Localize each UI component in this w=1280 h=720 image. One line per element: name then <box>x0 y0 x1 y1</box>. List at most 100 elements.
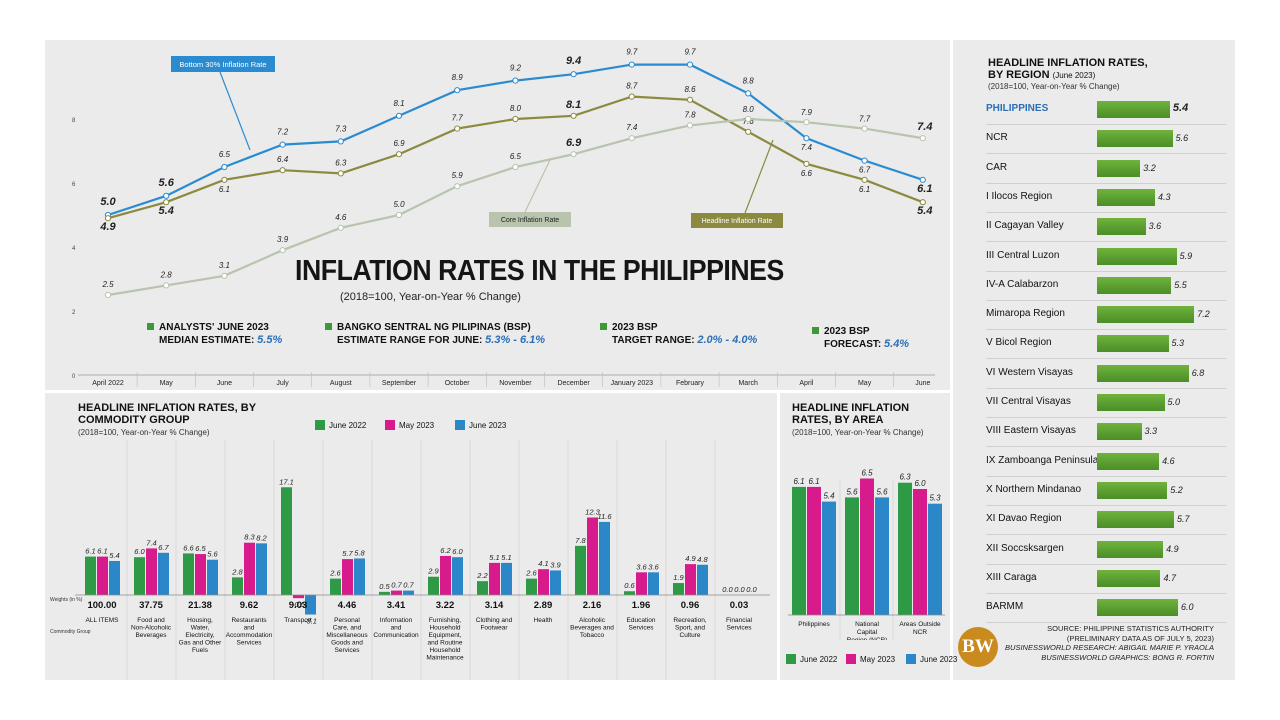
region-bar <box>1097 364 1189 382</box>
weight-value: 2.89 <box>534 600 553 611</box>
category-label: Furnishing, <box>429 617 461 624</box>
bar <box>428 576 439 595</box>
bar-label: 0.7 <box>391 581 402 590</box>
data-point <box>745 128 752 135</box>
category-label: Capital <box>857 629 878 636</box>
region-label: II Cagayan Valley <box>986 220 1064 232</box>
bar <box>624 591 635 595</box>
callout-label: Core Inflation Rate <box>501 217 559 224</box>
region-row: PHILIPPINES 5.4 <box>986 95 1226 125</box>
estimate-forecast: 2023 BSP FORECAST: 5.4% <box>812 325 909 351</box>
region-row: Mimaropa Region 7.2 <box>986 300 1226 331</box>
bar <box>860 478 874 615</box>
region-label: III Central Luzon <box>986 249 1060 261</box>
green-square-icon <box>600 323 607 330</box>
data-label: 7.7 <box>859 115 871 124</box>
data-label: 7.4 <box>626 123 638 132</box>
weight-value: 0.03 <box>730 600 749 611</box>
category-label: Fuels <box>192 647 209 654</box>
weight-value: 3.41 <box>387 600 406 611</box>
area-subtitle: (2018=100, Year-on-Year % Change) <box>792 428 924 437</box>
y-tick-label: 2 <box>72 310 76 316</box>
commodity-legend-june2023: June 2023 <box>455 420 506 430</box>
region-row: III Central Luzon 5.9 <box>986 242 1226 272</box>
region-label: XI Davao Region <box>986 513 1062 525</box>
bar <box>207 559 218 595</box>
x-tick-label: May <box>160 380 174 387</box>
data-label: 2.5 <box>101 280 114 289</box>
bar-label: 0.6 <box>624 581 635 590</box>
bar <box>636 572 647 595</box>
bar <box>85 556 96 595</box>
category-label: Food and <box>137 617 165 624</box>
data-point <box>628 135 635 142</box>
data-point <box>337 224 344 231</box>
callout-bottom30: Bottom 30% Inflation Rate <box>171 56 275 151</box>
data-point <box>104 291 112 299</box>
x-tick-label: January 2023 <box>611 380 654 387</box>
bar-label: 3.6 <box>648 562 659 571</box>
x-tick-label: April 2022 <box>92 380 124 387</box>
region-bar <box>1097 394 1165 411</box>
region-bar <box>1097 599 1178 617</box>
data-label: 3.1 <box>219 261 230 270</box>
bar-label: 5.6 <box>846 487 858 496</box>
bar-label: 2.6 <box>525 569 537 578</box>
x-tick-label: September <box>382 380 417 387</box>
x-tick-label: December <box>557 380 590 387</box>
bar-label: 6.0 <box>914 479 926 488</box>
category-label: Philippines <box>798 621 830 628</box>
category-label: National <box>855 621 879 628</box>
category-label: Information <box>380 617 413 624</box>
bar <box>403 590 414 595</box>
bar-label: 5.4 <box>109 551 119 560</box>
swatch-icon <box>315 420 325 430</box>
category-label: Services <box>237 640 263 647</box>
region-row: IV-A Calabarzon 5.5 <box>986 271 1226 301</box>
region-panel <box>953 40 1235 680</box>
data-label: 9.7 <box>684 48 696 57</box>
category-label: Culture <box>680 632 701 639</box>
bar-label: 5.6 <box>876 487 888 496</box>
data-point <box>104 215 112 222</box>
category-label: Services <box>629 625 655 632</box>
data-point <box>279 167 286 174</box>
region-row: VIII Eastern Visayas 3.3 <box>986 417 1226 448</box>
region-label: VI Western Visayas <box>986 366 1073 378</box>
category-label: Housing, <box>187 617 213 624</box>
data-point <box>570 71 577 78</box>
weights-label: Weights (in %) <box>50 597 83 603</box>
data-label: 6.3 <box>335 158 347 167</box>
category-label: Beverages and <box>570 625 614 632</box>
region-bar <box>1097 423 1142 441</box>
bar <box>599 521 610 595</box>
area-legend-may2023: May 2023 <box>846 654 895 664</box>
swatch-icon <box>906 654 916 664</box>
region-value: 5.4 <box>1172 102 1189 114</box>
green-square-icon <box>325 323 332 330</box>
bar-label: 5.4 <box>823 492 835 501</box>
data-label: 7.9 <box>801 108 813 117</box>
bar-label: 8.2 <box>256 533 267 542</box>
category-label: Sport, and <box>675 625 705 632</box>
line-chart: 0 2 4 6 8 April 2022 May June July August Septembe… <box>72 48 935 387</box>
x-tick-label: October <box>445 380 471 387</box>
data-point <box>221 272 228 279</box>
region-value: 4.6 <box>1162 455 1175 466</box>
area-title: HEADLINE INFLATION RATES, BY AREA <box>792 402 910 426</box>
region-row: VII Central Visayas 5.0 <box>986 388 1226 418</box>
region-row: V Bicol Region 5.3 <box>986 329 1226 360</box>
region-title: HEADLINE INFLATION RATES, BY REGION (June… <box>988 57 1148 81</box>
x-tick-label: May <box>858 380 872 387</box>
data-label: 6.4 <box>277 155 289 164</box>
bar-label: 0.7 <box>403 581 414 590</box>
region-row: XIII Caraga 4.7 <box>986 564 1226 594</box>
region-row: XI Davao Region 5.7 <box>986 505 1226 536</box>
x-tick-label: November <box>499 380 532 387</box>
data-label: 7.3 <box>335 124 347 133</box>
bar <box>875 497 889 615</box>
region-label: Mimaropa Region <box>986 308 1065 320</box>
bar-label: 3.6 <box>636 562 647 571</box>
weight-value: 4.46 <box>338 600 357 611</box>
